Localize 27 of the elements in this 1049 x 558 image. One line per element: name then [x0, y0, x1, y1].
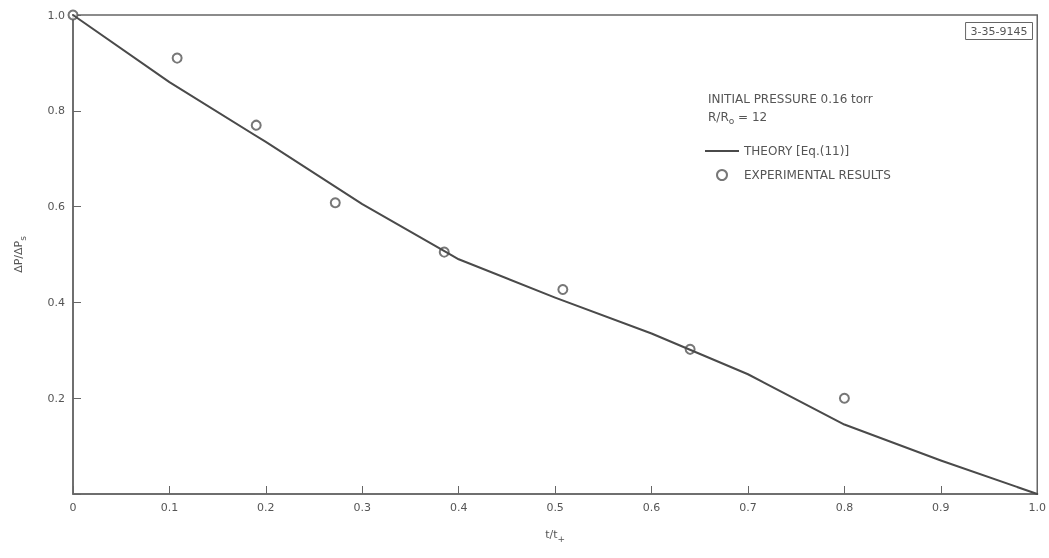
x-tick-label: 0.8 — [835, 501, 854, 514]
legend-label: EXPERIMENTAL RESULTS — [744, 168, 891, 182]
point — [250, 119, 262, 131]
x-tick-label: 0.3 — [353, 501, 372, 514]
x-tick-label: 0.5 — [546, 501, 564, 514]
x-tick-label: 0.7 — [739, 501, 757, 514]
point — [838, 392, 850, 404]
x-tick-label: 1.0 — [1028, 501, 1046, 514]
y-tick-label: 1.0 — [47, 8, 65, 22]
y-tick-label: 0.6 — [47, 200, 65, 214]
x-tick-label: 0.4 — [449, 501, 468, 514]
x-tick-label: 0 — [69, 501, 77, 514]
x-tick-label: 0.2 — [257, 501, 275, 514]
legend-label: THEORY [Eq.(11)] — [743, 144, 850, 158]
y-tick-label: 0.2 — [47, 391, 65, 405]
annotation: INITIAL PRESSURE 0.16 torr — [708, 92, 873, 106]
point — [557, 283, 569, 295]
x-axis-title: t/t+ — [545, 528, 566, 544]
annotation: 3-35-9145 — [970, 24, 1028, 38]
x-tick-label: 0.6 — [642, 501, 661, 514]
y-tick-label: 0.4 — [47, 295, 65, 309]
x-tick-label: 0.1 — [160, 501, 179, 514]
point — [171, 52, 183, 64]
y-tick-label: 0.8 — [47, 104, 65, 118]
x-tick-label: 0.9 — [932, 501, 950, 514]
point — [329, 197, 341, 209]
y-axis-title: ΔP/ΔPs — [12, 235, 28, 273]
